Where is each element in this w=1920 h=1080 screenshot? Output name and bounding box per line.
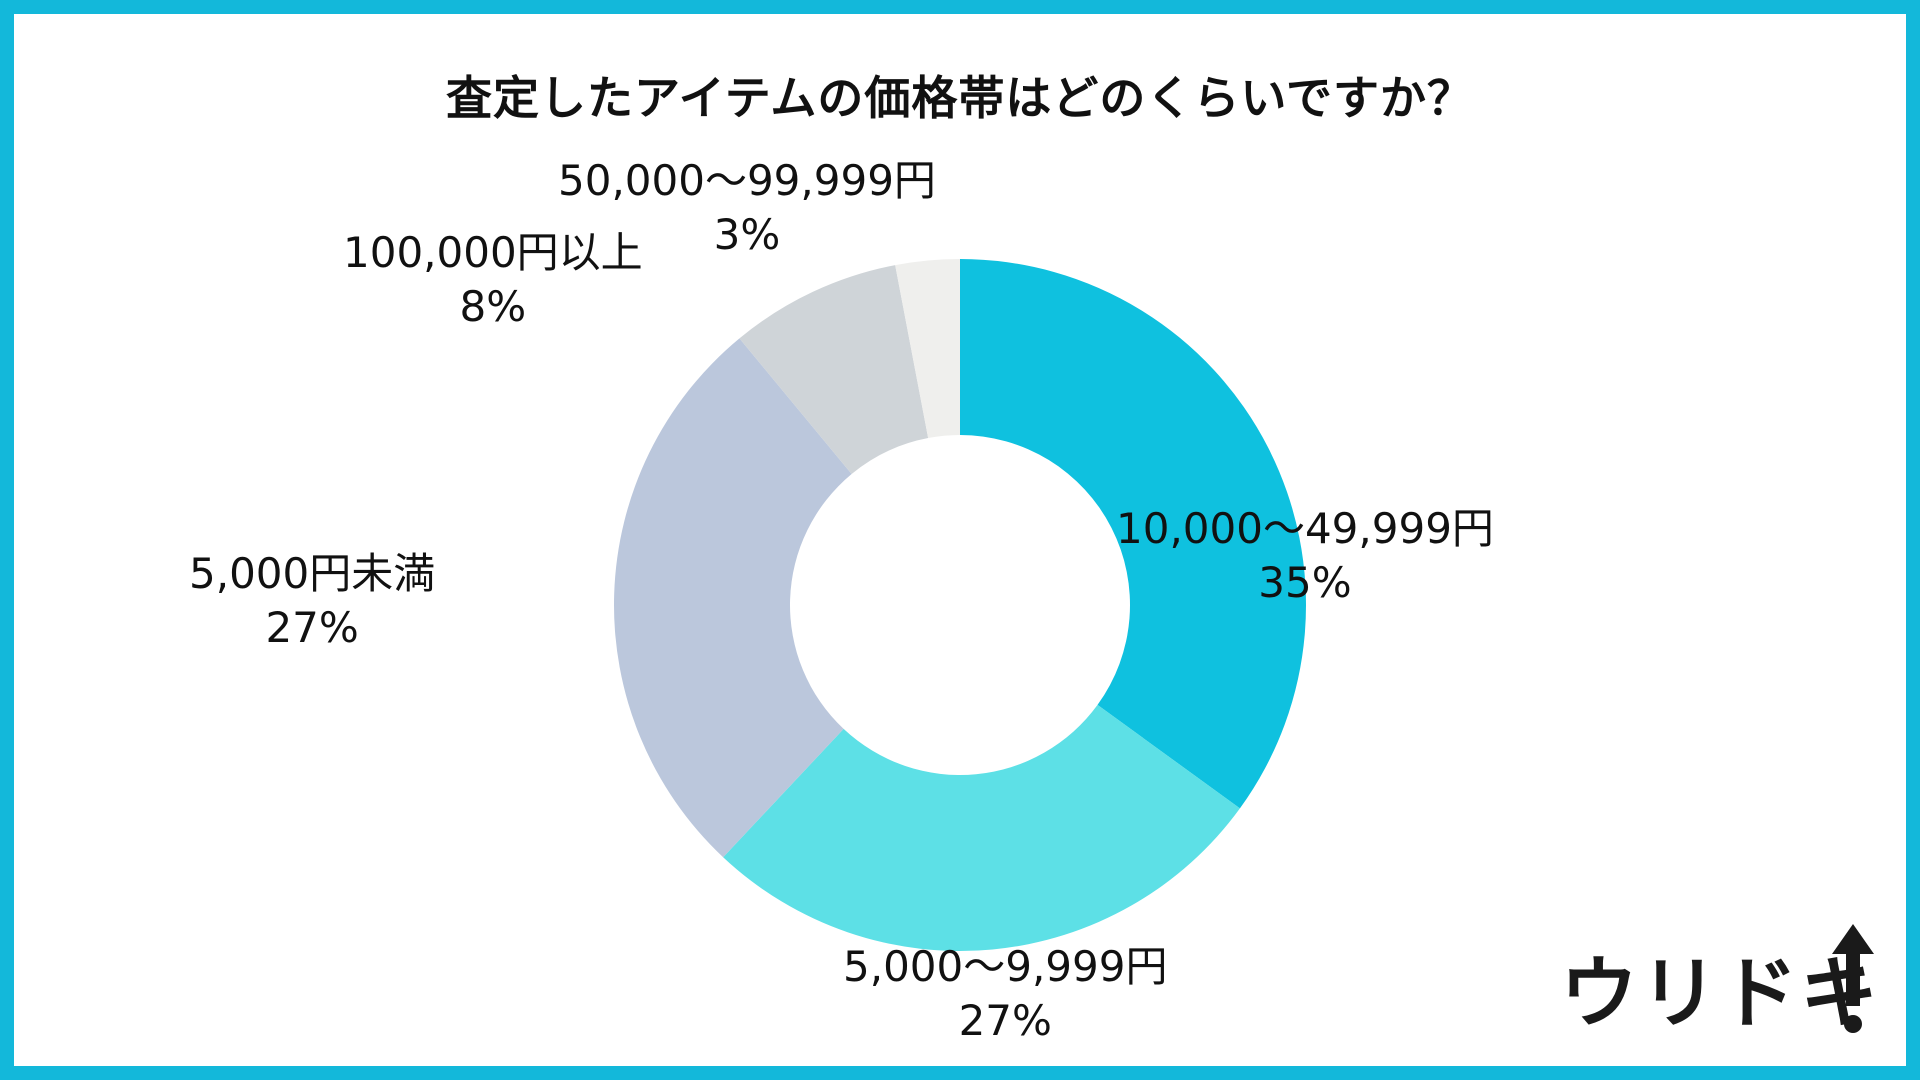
slice-label-50000-99999: 50,000〜99,999円 3% <box>558 154 936 262</box>
donut-slice-3 <box>739 265 929 475</box>
donut-slice-0 <box>960 259 1306 809</box>
logo-text: ウリドキ <box>1560 949 1880 1039</box>
slice-label-over-100000: 100,000円以上 8% <box>343 226 643 334</box>
slice-category: 50,000〜99,999円 <box>558 156 936 205</box>
slice-percent: 27% <box>958 996 1052 1045</box>
slice-category: 5,000〜9,999円 <box>843 942 1168 991</box>
slice-label-5000-9999: 5,000〜9,999円 27% <box>843 940 1167 1048</box>
donut-slice-4 <box>895 259 960 439</box>
slice-category: 5,000円未満 <box>189 549 436 598</box>
slice-percent: 8% <box>459 282 527 331</box>
slice-label-under-5000: 5,000円未満 27% <box>189 547 435 655</box>
chart-title: 査定したアイテムの価格帯はどのくらいですか？ <box>445 71 1475 125</box>
donut-slice-2 <box>613 338 852 858</box>
slice-category: 10,000〜49,999円 <box>1116 504 1494 553</box>
slice-percent: 27% <box>265 603 359 652</box>
slice-percent: 35% <box>1258 558 1352 607</box>
up-arrow-exclamation-icon <box>1832 924 1874 1033</box>
slice-category: 100,000円以上 <box>343 228 643 277</box>
uridoki-logo: ウリドキ <box>1560 924 1880 1039</box>
donut-slice-1 <box>723 704 1240 952</box>
slice-percent: 3% <box>713 210 781 259</box>
slice-label-10000-49999: 10,000〜49,999円 35% <box>1116 502 1494 610</box>
